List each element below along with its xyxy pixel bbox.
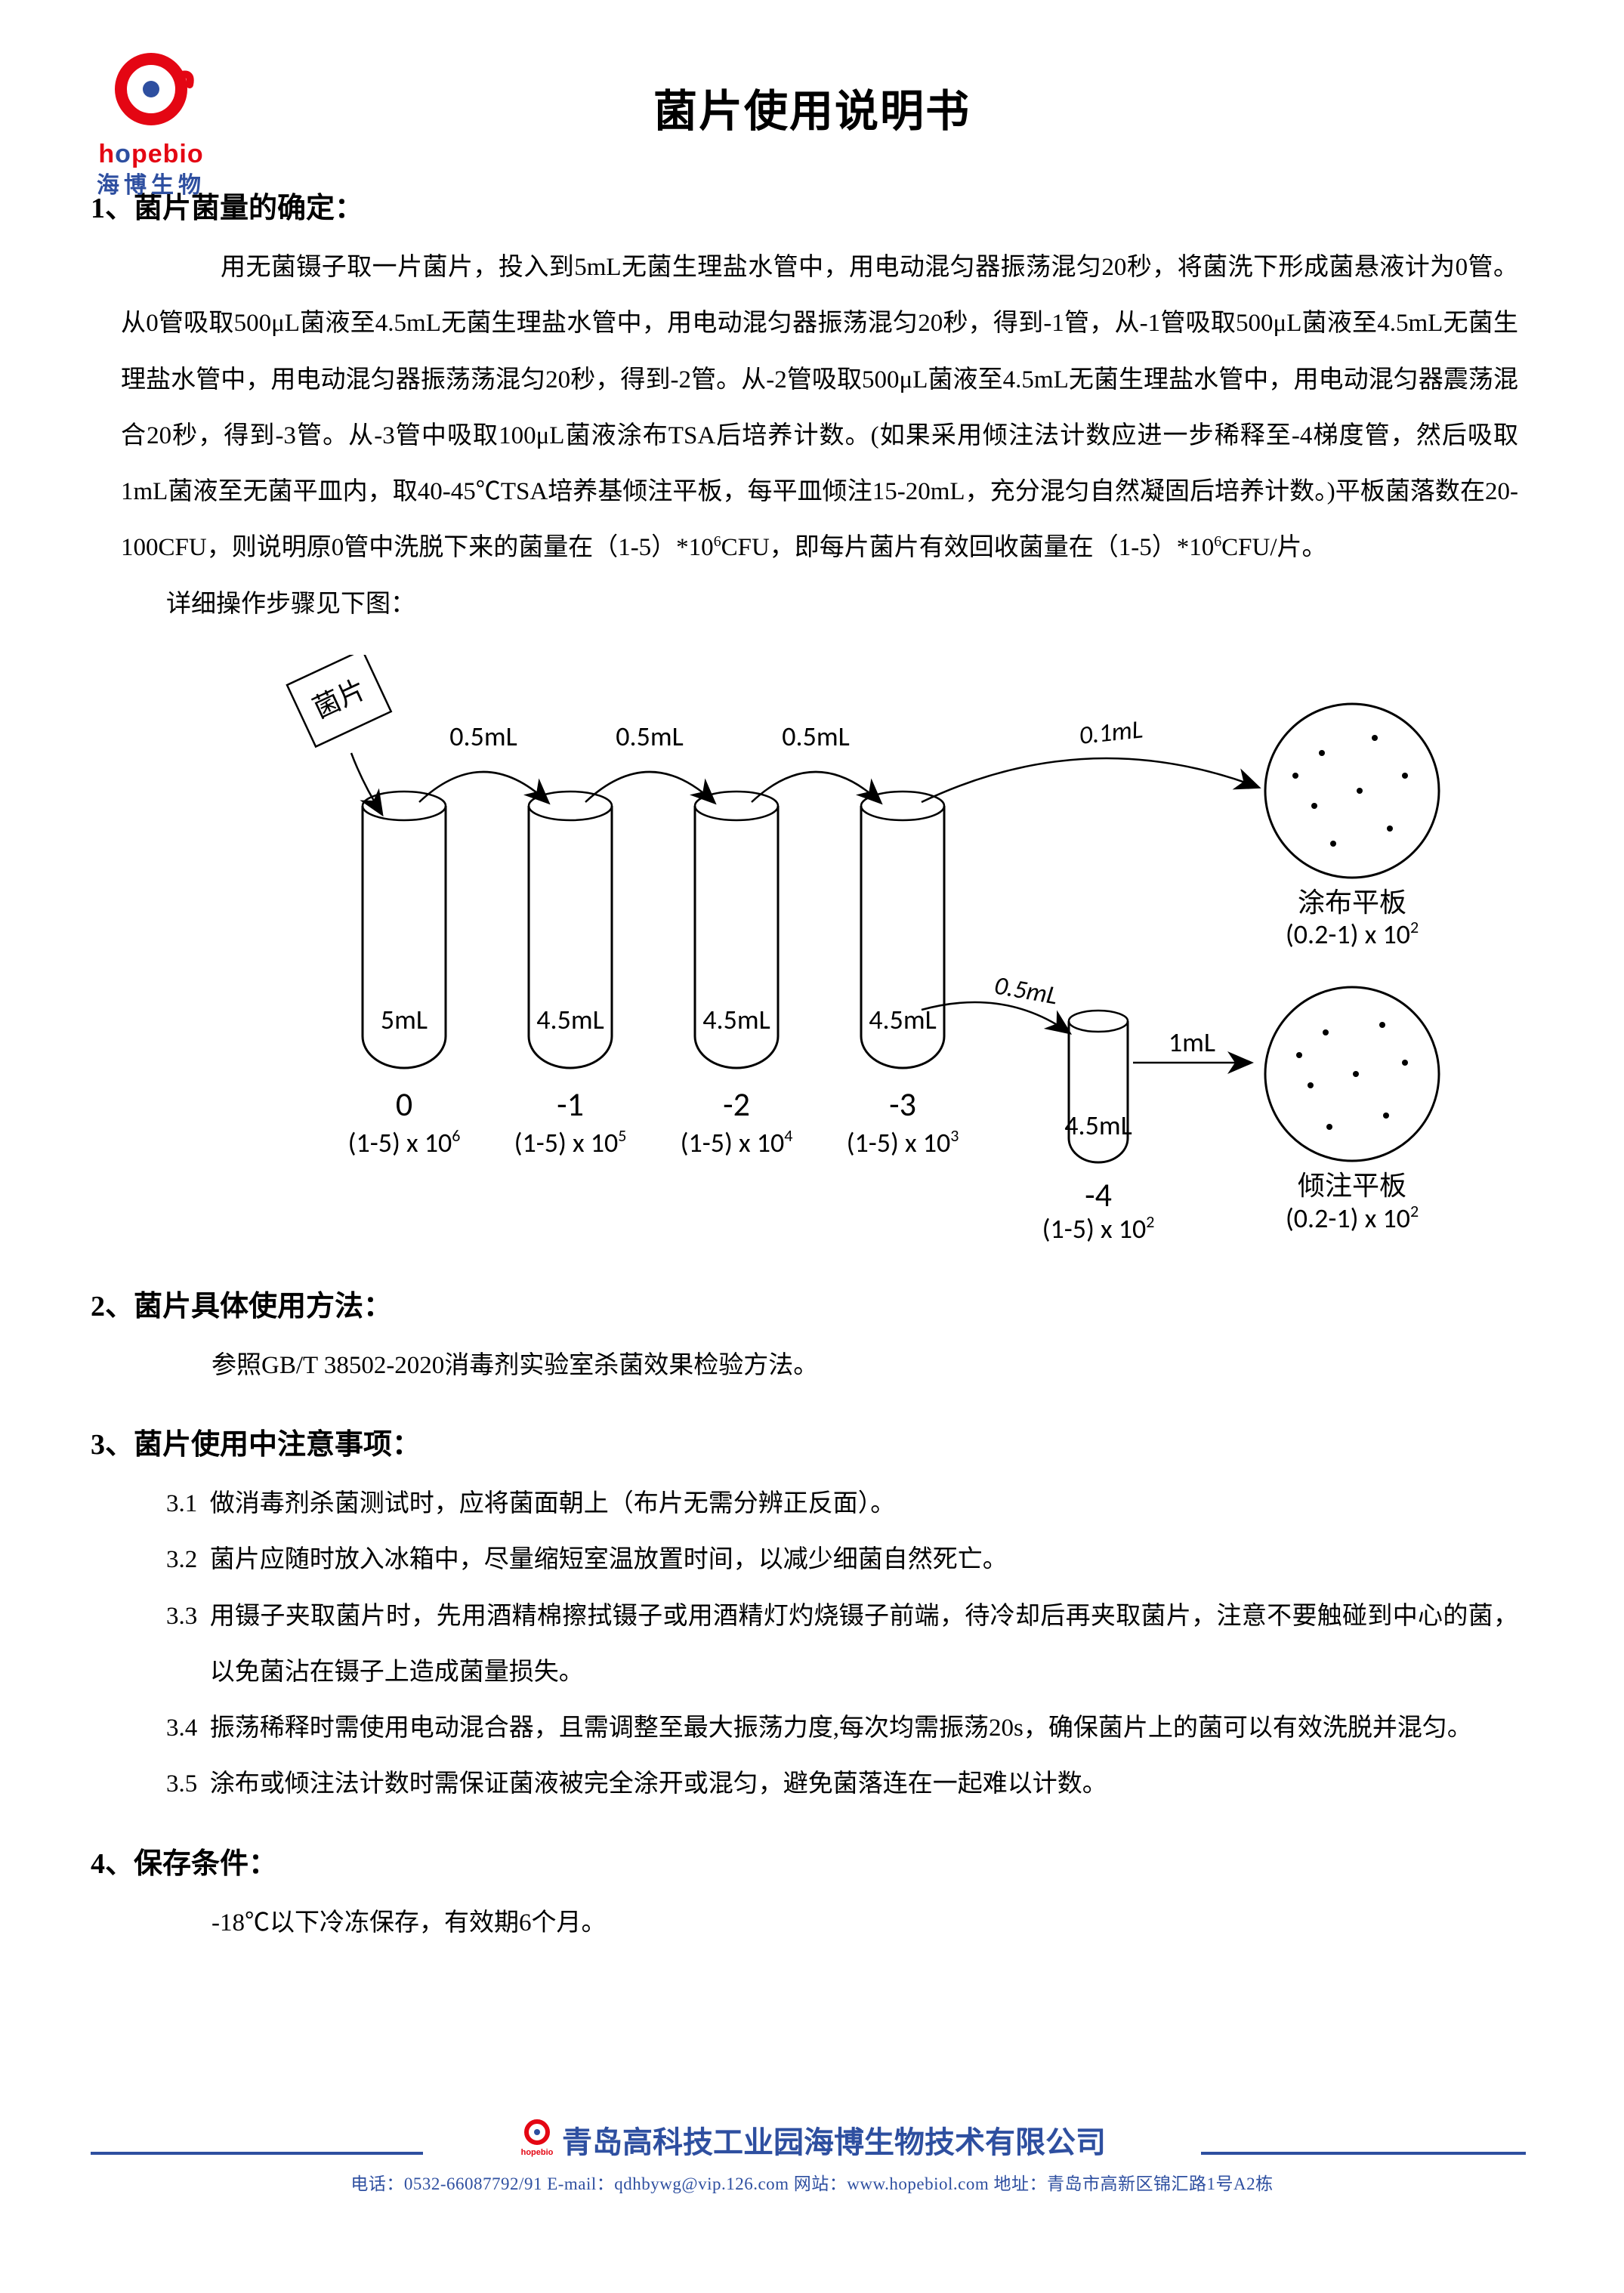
note-item: 3.1 做消毒剂杀菌测试时，应将菌面朝上（布片无需分辨正反面）。	[166, 1476, 1518, 1532]
logo-mark-icon	[94, 53, 208, 136]
section-2-body: 参照GB/T 38502-2020消毒剂实验室杀菌效果检验方法。	[211, 1338, 1533, 1393]
section-3-head: 3、菌片使用中注意事项：	[91, 1421, 1533, 1462]
svg-text:倾注平板: 倾注平板	[1298, 1171, 1406, 1201]
section-1-head: 1、菌片菌量的确定：	[91, 184, 1533, 226]
svg-text:(1-5) x 104: (1-5) x 104	[681, 1125, 793, 1159]
svg-text:-2: -2	[723, 1084, 750, 1125]
section-4-body: -18℃以下冷冻保存，有效期6个月。	[211, 1895, 1533, 1951]
svg-text:(0.2-1) x 102: (0.2-1) x 102	[1286, 917, 1419, 951]
section-1-caption: 详细操作步骤见下图：	[166, 576, 1533, 632]
note-num: 3.2	[166, 1532, 197, 1588]
svg-text:(1-5) x 105: (1-5) x 105	[514, 1125, 627, 1159]
doc-title: 菌片使用说明书	[91, 76, 1533, 139]
note-num: 3.1	[166, 1476, 197, 1532]
brand-logo: hopebio 海博生物	[76, 53, 227, 199]
note-item: 3.5 涂布或倾注法计数时需保证菌液被完全涂开或混匀，避免菌落连在一起难以计数。	[166, 1756, 1518, 1812]
note-item: 3.4 振荡稀释时需使用电动混合器，且需调整至最大振荡力度,每次均需振荡20s，确…	[166, 1700, 1518, 1756]
note-text: 振荡稀释时需使用电动混合器，且需调整至最大振荡力度,每次均需振荡20s，确保菌片…	[210, 1700, 1518, 1756]
svg-text:4.5mL: 4.5mL	[536, 1003, 604, 1036]
note-text: 用镊子夹取菌片时，先用酒精棉擦拭镊子或用酒精灯灼烧镊子前端，待冷却后再夹取菌片，…	[210, 1588, 1518, 1701]
svg-text:(1-5) x 103: (1-5) x 103	[847, 1125, 959, 1159]
note-item: 3.2 菌片应随时放入冰箱中，尽量缩短室温放置时间，以减少细菌自然死亡。	[166, 1532, 1518, 1588]
svg-text:4.5mL: 4.5mL	[702, 1003, 770, 1036]
svg-text:4.5mL: 4.5mL	[869, 1003, 936, 1036]
note-num: 3.5	[166, 1756, 197, 1812]
svg-text:5mL: 5mL	[381, 1003, 428, 1036]
svg-text:涂布平板: 涂布平板	[1298, 887, 1406, 918]
svg-text:(1-5) x 106: (1-5) x 106	[348, 1125, 461, 1159]
note-num: 3.4	[166, 1700, 197, 1756]
svg-text:1mL: 1mL	[1169, 1026, 1215, 1059]
section-3-list: 3.1 做消毒剂杀菌测试时，应将菌面朝上（布片无需分辨正反面）。 3.2 菌片应随时放…	[91, 1476, 1533, 1813]
logo-text-ch: 海博生物	[76, 166, 227, 199]
svg-text:-4: -4	[1085, 1174, 1112, 1215]
logo-text-en: hopebio	[76, 140, 227, 169]
note-num: 3.3	[166, 1588, 197, 1701]
svg-text:0.5mL: 0.5mL	[449, 720, 517, 753]
section-2-head: 2、菌片具体使用方法：	[91, 1282, 1533, 1324]
dilution-diagram: 菌片 0.5mL 0.5mL 0.5mL 0.1mL 涂布平板 (0.2-1) …	[242, 655, 1533, 1255]
footer-rule-icon	[91, 2131, 1526, 2176]
note-text: 菌片应随时放入冰箱中，尽量缩短室温放置时间，以减少细菌自然死亡。	[210, 1532, 1518, 1588]
svg-text:(1-5) x 102: (1-5) x 102	[1042, 1211, 1155, 1245]
svg-text:-3: -3	[889, 1084, 916, 1125]
note-item: 3.3 用镊子夹取菌片时，先用酒精棉擦拭镊子或用酒精灯灼烧镊子前端，待冷却后再夹取…	[166, 1588, 1518, 1701]
svg-text:0.5mL: 0.5mL	[782, 720, 849, 753]
svg-text:-1: -1	[557, 1084, 584, 1125]
svg-text:0.1mL: 0.1mL	[1078, 714, 1144, 751]
section-1-body: 用无菌镊子取一片菌片，投入到5mL无菌生理盐水管中，用电动混匀器振荡混匀20秒，…	[121, 239, 1518, 576]
svg-text:4.5mL: 4.5mL	[1064, 1109, 1132, 1142]
note-text: 涂布或倾注法计数时需保证菌液被完全涂开或混匀，避免菌落连在一起难以计数。	[210, 1756, 1518, 1812]
svg-text:(0.2-1) x 102: (0.2-1) x 102	[1286, 1201, 1419, 1235]
svg-text:0.5mL: 0.5mL	[616, 720, 683, 753]
svg-text:0: 0	[396, 1084, 412, 1125]
page-footer: hopebio 青岛高科技工业园海博生物技术有限公司 电话：0532-66087…	[91, 2117, 1533, 2195]
svg-text:菌片: 菌片	[308, 674, 370, 724]
note-text: 做消毒剂杀菌测试时，应将菌面朝上（布片无需分辨正反面）。	[210, 1476, 1518, 1532]
section-4-head: 4、保存条件：	[91, 1840, 1533, 1881]
